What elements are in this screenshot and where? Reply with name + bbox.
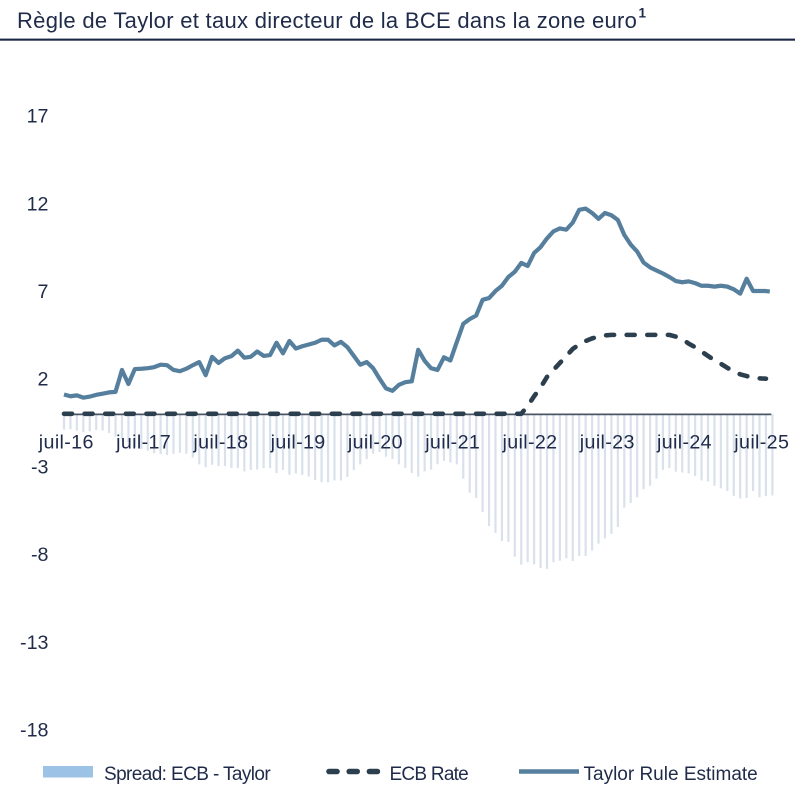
svg-text:2: 2 xyxy=(38,369,49,391)
svg-text:ECB Rate: ECB Rate xyxy=(390,764,469,785)
svg-text:-13: -13 xyxy=(20,632,49,654)
svg-text:-18: -18 xyxy=(20,720,49,742)
svg-text:-3: -3 xyxy=(31,456,49,478)
svg-text:juil-19: juil-19 xyxy=(270,432,326,454)
svg-text:Spread: ECB - Taylor: Spread: ECB - Taylor xyxy=(104,764,271,785)
svg-text:juil-22: juil-22 xyxy=(502,432,558,454)
svg-text:-8: -8 xyxy=(31,544,49,566)
svg-text:7: 7 xyxy=(38,281,49,303)
svg-text:juil-24: juil-24 xyxy=(656,432,712,454)
svg-text:juil-18: juil-18 xyxy=(192,432,248,454)
svg-text:juil-25: juil-25 xyxy=(733,432,789,454)
svg-text:17: 17 xyxy=(27,106,49,128)
svg-text:juil-16: juil-16 xyxy=(38,432,94,454)
svg-text:Taylor Rule Estimate: Taylor Rule Estimate xyxy=(584,764,758,785)
svg-text:juil-21: juil-21 xyxy=(424,432,480,454)
svg-text:juil-17: juil-17 xyxy=(115,432,171,454)
svg-text:1: 1 xyxy=(639,5,647,20)
svg-text:juil-20: juil-20 xyxy=(347,432,403,454)
svg-text:Règle de Taylor et taux direct: Règle de Taylor et taux directeur de la … xyxy=(17,8,637,33)
svg-text:juil-23: juil-23 xyxy=(579,432,635,454)
svg-text:12: 12 xyxy=(27,193,49,215)
